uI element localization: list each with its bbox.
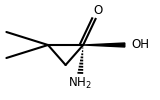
Polygon shape: [83, 43, 125, 47]
Text: O: O: [93, 4, 102, 18]
Text: OH: OH: [131, 38, 149, 52]
Text: NH$_2$: NH$_2$: [68, 75, 92, 91]
